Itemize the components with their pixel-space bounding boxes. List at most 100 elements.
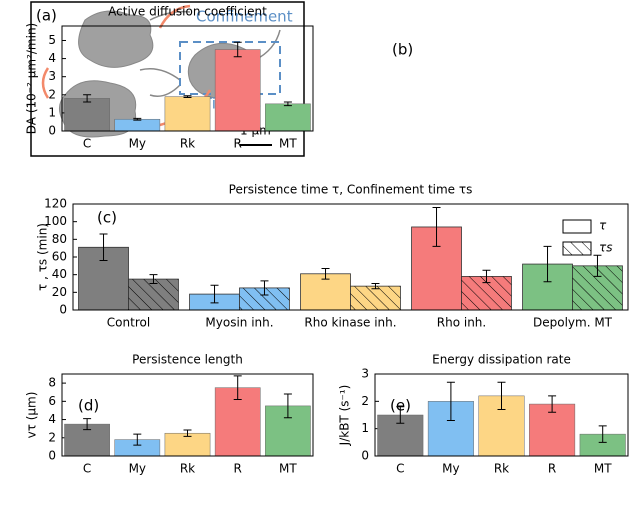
x-tick-label: C	[83, 137, 91, 151]
x-tick-label: My	[442, 462, 459, 476]
axes-frame	[72, 203, 629, 311]
y-tick-label: 2	[361, 394, 369, 408]
panel-a: (a) Confinement Time τs vτ 1 μm	[30, 1, 305, 157]
error-bar	[83, 94, 92, 103]
error-bar	[233, 41, 242, 58]
x-tick-label: Myosin inh.	[205, 316, 273, 330]
axes-frame	[61, 373, 314, 457]
x-tick-label: My	[129, 137, 146, 151]
panel-label: (b)	[392, 41, 413, 59]
panel-label: (c)	[97, 209, 117, 227]
bar	[265, 103, 311, 132]
error-bar	[149, 274, 158, 284]
y-tick-label: 0	[48, 124, 56, 138]
y-tick-label: 0	[361, 449, 369, 463]
error-bar	[183, 429, 192, 437]
error-bar	[233, 375, 242, 401]
chart-title: Persistence time τ, Confinement time τs	[229, 183, 473, 197]
y-tick-label: 80	[52, 232, 67, 246]
x-tick-label: R	[234, 137, 242, 151]
chart-title: Active diffusion coefficient	[108, 5, 267, 19]
y-tick-label: 100	[44, 214, 67, 228]
bar	[214, 49, 261, 132]
y-tick-label: 6	[48, 394, 56, 408]
error-bar	[210, 284, 219, 304]
y-tick-label: 3	[48, 69, 56, 83]
error-bar	[543, 245, 552, 283]
error-bar	[548, 395, 557, 413]
bar	[64, 98, 110, 132]
y-axis-label: J/kBT (s⁻¹)	[338, 385, 352, 447]
error-bar	[183, 95, 192, 99]
x-tick-label: MT	[279, 137, 297, 151]
x-tick-label: Depolym. MT	[533, 316, 613, 330]
legend-label: τs	[599, 241, 612, 255]
x-tick-label: R	[548, 462, 556, 476]
y-tick-label: 4	[48, 412, 56, 426]
y-tick-label: 1	[48, 105, 56, 119]
legend-swatch-hatch	[563, 242, 591, 255]
bar-hatch	[128, 279, 179, 310]
y-tick-label: 120	[44, 197, 67, 211]
panel-label: (d)	[78, 397, 99, 415]
y-tick-label: 2	[48, 430, 56, 444]
x-tick-label: MT	[594, 462, 612, 476]
x-tick-label: MT	[279, 462, 297, 476]
error-bar	[133, 433, 142, 446]
error-bar	[321, 267, 330, 280]
y-tick-label: 3	[361, 367, 369, 381]
y-axis-label: vτ (μm)	[25, 392, 39, 439]
panel-label: (a)	[36, 7, 57, 25]
error-bar	[396, 406, 405, 424]
arrow	[41, 67, 50, 99]
x-tick-label: C	[396, 462, 404, 476]
bar	[164, 96, 211, 132]
x-tick-label: My	[129, 462, 146, 476]
error-bar	[83, 418, 92, 431]
error-bar	[432, 207, 441, 247]
y-tick-label: 60	[52, 250, 67, 264]
bar	[114, 118, 161, 132]
x-tick-label: Control	[107, 316, 150, 330]
bar	[300, 273, 351, 311]
error-bar	[133, 117, 142, 121]
bar-hatch	[239, 287, 290, 310]
y-tick-label: 0	[59, 303, 67, 317]
y-tick-label: 2	[48, 87, 56, 101]
y-tick-label: 20	[52, 285, 67, 299]
error-bar	[598, 425, 607, 443]
x-tick-label: Rho kinase inh.	[304, 316, 396, 330]
error-bar	[260, 280, 269, 296]
error-bar	[283, 101, 292, 107]
annotation: Confinement	[196, 8, 293, 26]
x-tick-label: Rk	[180, 462, 195, 476]
y-tick-label: 5	[48, 33, 56, 47]
y-tick-label: 8	[48, 376, 56, 390]
error-bar	[482, 269, 491, 284]
error-bar	[283, 393, 292, 419]
error-bar	[99, 233, 108, 262]
axes-frame	[374, 373, 629, 457]
x-tick-label: Rk	[494, 462, 509, 476]
x-tick-label: C	[83, 462, 91, 476]
y-tick-label: 0	[48, 449, 56, 463]
y-tick-label: 40	[52, 267, 67, 281]
error-bar	[446, 381, 455, 421]
legend-label: τ	[599, 219, 607, 233]
y-tick-label: 4	[48, 51, 56, 65]
bar-hatch	[350, 286, 401, 310]
x-tick-label: Rho inh.	[437, 316, 486, 330]
legend-swatch	[562, 219, 592, 234]
y-tick-label: 1	[361, 421, 369, 435]
chart-title: Energy dissipation rate	[432, 353, 571, 367]
panel-label: (e)	[390, 397, 411, 415]
x-tick-label: R	[234, 462, 242, 476]
y-axis-label: DA (10⁻² μm²/min)	[25, 23, 39, 134]
x-tick-label: Rk	[180, 137, 195, 151]
chart-title: Persistence length	[132, 353, 243, 367]
axes-frame	[61, 25, 314, 132]
y-axis-label: τ , τs (min)	[36, 223, 50, 291]
arrow	[158, 4, 191, 29]
error-bar	[497, 381, 506, 411]
